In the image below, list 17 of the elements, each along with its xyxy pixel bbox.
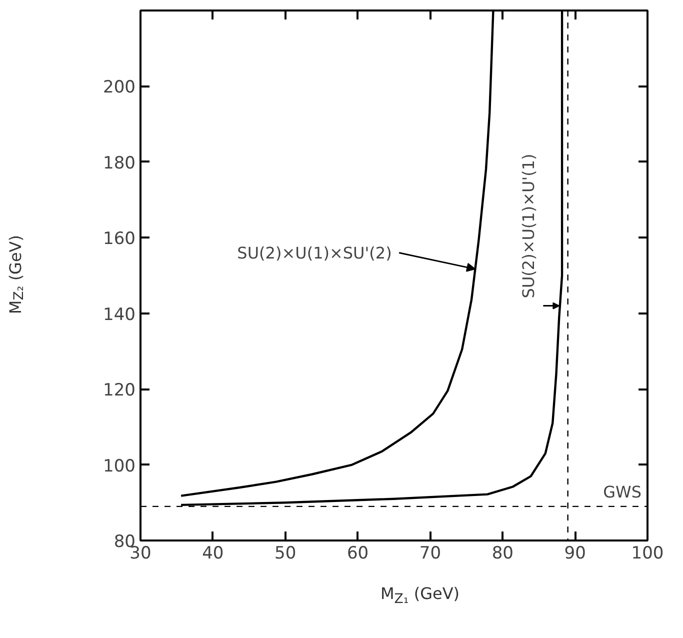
x-tick-label: 40	[202, 544, 224, 564]
x-tick-label: 90	[564, 544, 586, 564]
x-tick-label: 80	[492, 544, 514, 564]
x-tick-label: 100	[631, 544, 664, 564]
y-tick-label: 200	[103, 78, 136, 98]
y-tick-label: 140	[103, 304, 136, 325]
annotation: SU(2)×U(1)×SU'(2)	[237, 243, 392, 262]
legend-label: GWS	[603, 482, 642, 502]
x-tick-label: 50	[274, 544, 296, 564]
x-axis-title: M$_{Z₁}$ (GeV)	[379, 583, 461, 610]
y-tick-label: 180	[103, 153, 136, 174]
y-tick-label: 160	[103, 229, 136, 250]
y-tick-label: 120	[103, 380, 136, 401]
annotation: SU(2)×U(1)×U'(1)	[519, 154, 538, 298]
x-tick-label: 60	[346, 544, 369, 564]
x-tick-label: 70	[419, 544, 442, 564]
y-tick-label: 100	[103, 456, 136, 476]
